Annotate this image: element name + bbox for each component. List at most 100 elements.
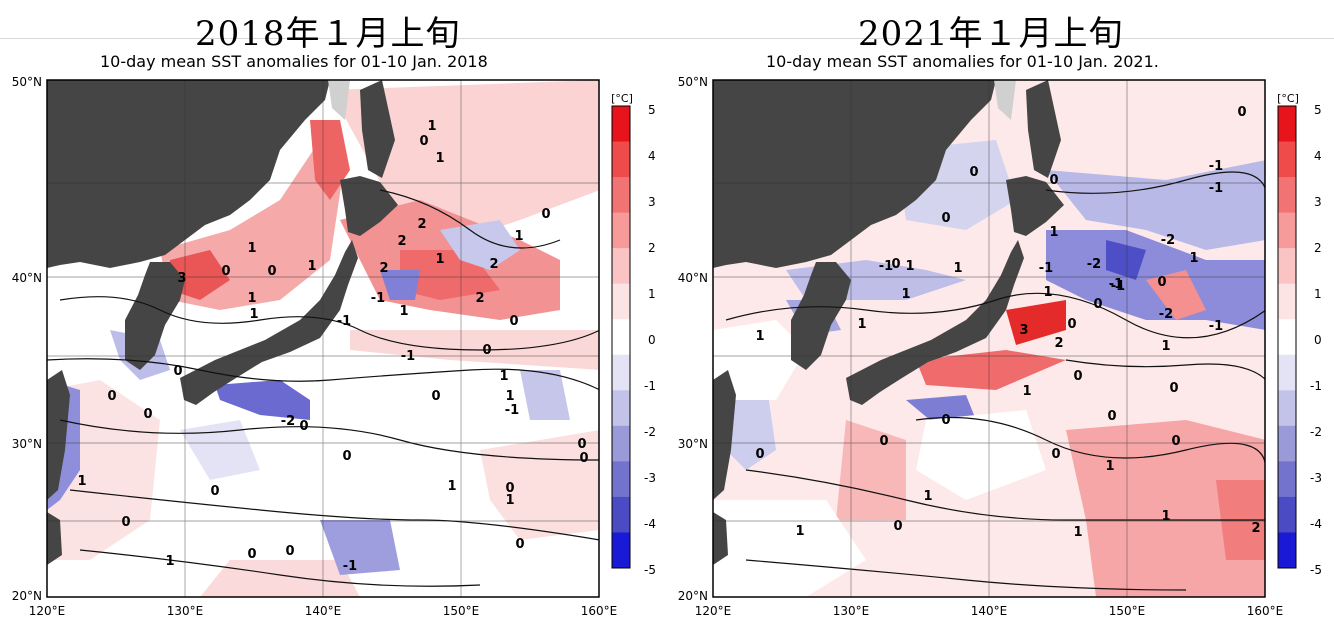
colorbar-tick: 1 bbox=[1314, 287, 1322, 301]
sakhalin-island bbox=[1026, 80, 1061, 178]
panel-2018: 2018年１月上旬 10-day mean SST anomalies for … bbox=[0, 0, 660, 623]
contour-label: 2 bbox=[1251, 521, 1260, 536]
colorbar-segment bbox=[612, 141, 630, 178]
sst-anomaly-map: 3 1 0 0 1 1 0 1 1 2 2 2 1 2 0 1 1 -1 -1 … bbox=[12, 75, 656, 618]
contour-label: -1 bbox=[1209, 319, 1223, 334]
contour-label: 0 bbox=[1093, 297, 1102, 312]
colorbar-tick: 2 bbox=[1314, 241, 1322, 255]
cool-anomaly-area bbox=[215, 380, 310, 420]
colorbar-segment bbox=[1278, 390, 1296, 427]
contour-label: 1 bbox=[399, 304, 408, 319]
korean-peninsula bbox=[125, 262, 185, 370]
contour-label: 0 bbox=[891, 257, 900, 272]
sakhalin-island bbox=[360, 80, 395, 178]
x-tick-label: 120°E bbox=[29, 604, 66, 618]
colorbar-segment bbox=[1278, 141, 1296, 178]
contour-label: 2 bbox=[1054, 336, 1063, 351]
contour-label: 0 bbox=[941, 211, 950, 226]
contour-line bbox=[725, 292, 1265, 339]
colorbar-segment bbox=[1278, 106, 1296, 143]
contour-label: 1 bbox=[505, 493, 514, 508]
colorbar-unit: [°C] bbox=[1277, 92, 1299, 105]
x-tick-label: 150°E bbox=[1109, 604, 1146, 618]
honshu-island bbox=[180, 240, 358, 405]
colorbar-tick: -2 bbox=[1310, 425, 1322, 439]
contour-label: 2 bbox=[417, 217, 426, 232]
colorbar-tick: 2 bbox=[648, 241, 656, 255]
contour-label: -1 bbox=[1109, 277, 1123, 292]
contour-line bbox=[915, 416, 1265, 466]
colorbar-tick: -3 bbox=[1310, 471, 1322, 485]
contour-label: 1 bbox=[505, 389, 514, 404]
contour-label: 1 bbox=[307, 259, 316, 274]
korean-peninsula bbox=[791, 262, 851, 370]
x-tick-label: 140°E bbox=[971, 604, 1008, 618]
colorbar-segment bbox=[612, 319, 630, 356]
contour-line bbox=[745, 559, 1187, 591]
contour-label: 1 bbox=[795, 524, 804, 539]
panel-heading: 2018年１月上旬 bbox=[195, 14, 461, 54]
colorbar-tick: 0 bbox=[1314, 333, 1322, 347]
colorbar-tick: -2 bbox=[644, 425, 656, 439]
contour-label: 1 bbox=[1105, 459, 1114, 474]
colorbar-segment bbox=[1278, 461, 1296, 498]
contour-label: 1 bbox=[1022, 384, 1031, 399]
taiwan-island bbox=[47, 512, 62, 565]
colorbar-tick: -4 bbox=[644, 517, 656, 531]
panel-heading: 2021年１月上旬 bbox=[858, 14, 1124, 54]
contour-line bbox=[47, 358, 599, 391]
contour-label: 3 bbox=[177, 271, 186, 286]
y-tick-label: 40°N bbox=[12, 271, 42, 285]
contour-label: 1 bbox=[901, 287, 910, 302]
colorbar-tick: 1 bbox=[648, 287, 656, 301]
contour-label: 0 bbox=[1067, 317, 1076, 332]
cool-anomaly-area bbox=[180, 420, 260, 480]
contour-label: -1 bbox=[401, 349, 415, 364]
contour-label: -1 bbox=[1209, 181, 1223, 196]
contour-label: 0 bbox=[579, 451, 588, 466]
colorbar-tick: 3 bbox=[1314, 195, 1322, 209]
cool-anomaly-area bbox=[726, 380, 776, 470]
cool-anomaly-area bbox=[320, 520, 400, 575]
contour-label: 0 bbox=[173, 364, 182, 379]
cool-anomaly-area bbox=[380, 270, 420, 300]
contour-label: 1 bbox=[923, 489, 932, 504]
neutral-area bbox=[713, 320, 806, 400]
contour-label: 0 bbox=[267, 264, 276, 279]
colorbar-segment bbox=[612, 283, 630, 320]
contour-label: 0 bbox=[299, 419, 308, 434]
contour-label: 0 bbox=[1073, 369, 1082, 384]
colorbar-segment bbox=[1278, 248, 1296, 285]
colorbar-tick: 5 bbox=[1314, 103, 1322, 117]
colorbar-segment bbox=[612, 177, 630, 214]
contour-label: 0 bbox=[893, 519, 902, 534]
colorbar-segment bbox=[1278, 425, 1296, 462]
contour-label: 0 bbox=[505, 481, 514, 496]
colorbar-segment bbox=[1278, 319, 1296, 356]
y-tick-label: 50°N bbox=[678, 75, 708, 89]
colorbar-segment bbox=[612, 212, 630, 249]
china-coast bbox=[47, 370, 70, 500]
x-tick-label: 120°E bbox=[695, 604, 732, 618]
contour-label: 0 bbox=[541, 207, 550, 222]
x-tick-label: 130°E bbox=[833, 604, 870, 618]
colorbar-segment bbox=[1278, 532, 1296, 569]
colorbar-segment bbox=[612, 461, 630, 498]
contour-label: 0 bbox=[107, 389, 116, 404]
contour-line bbox=[1045, 171, 1265, 194]
warm-anomaly-area bbox=[330, 80, 599, 240]
asia-continent bbox=[47, 80, 330, 268]
contour-label: 0 bbox=[879, 434, 888, 449]
warm-anomaly-area bbox=[916, 350, 1066, 390]
contour-line bbox=[69, 489, 599, 541]
contour-label: 1 bbox=[435, 252, 444, 267]
asia-continent bbox=[713, 80, 996, 268]
colorbar-segment bbox=[612, 425, 630, 462]
contour-label: 0 bbox=[969, 165, 978, 180]
colorbar-segment bbox=[1278, 354, 1296, 391]
contour-label: -2 bbox=[281, 414, 295, 429]
contour-label: 0 bbox=[1169, 381, 1178, 396]
panel-2021: 2021年１月上旬 10-day mean SST anomalies for … bbox=[666, 0, 1326, 623]
contour-label: -1 bbox=[1209, 159, 1223, 174]
contour-label: 0 bbox=[247, 547, 256, 562]
